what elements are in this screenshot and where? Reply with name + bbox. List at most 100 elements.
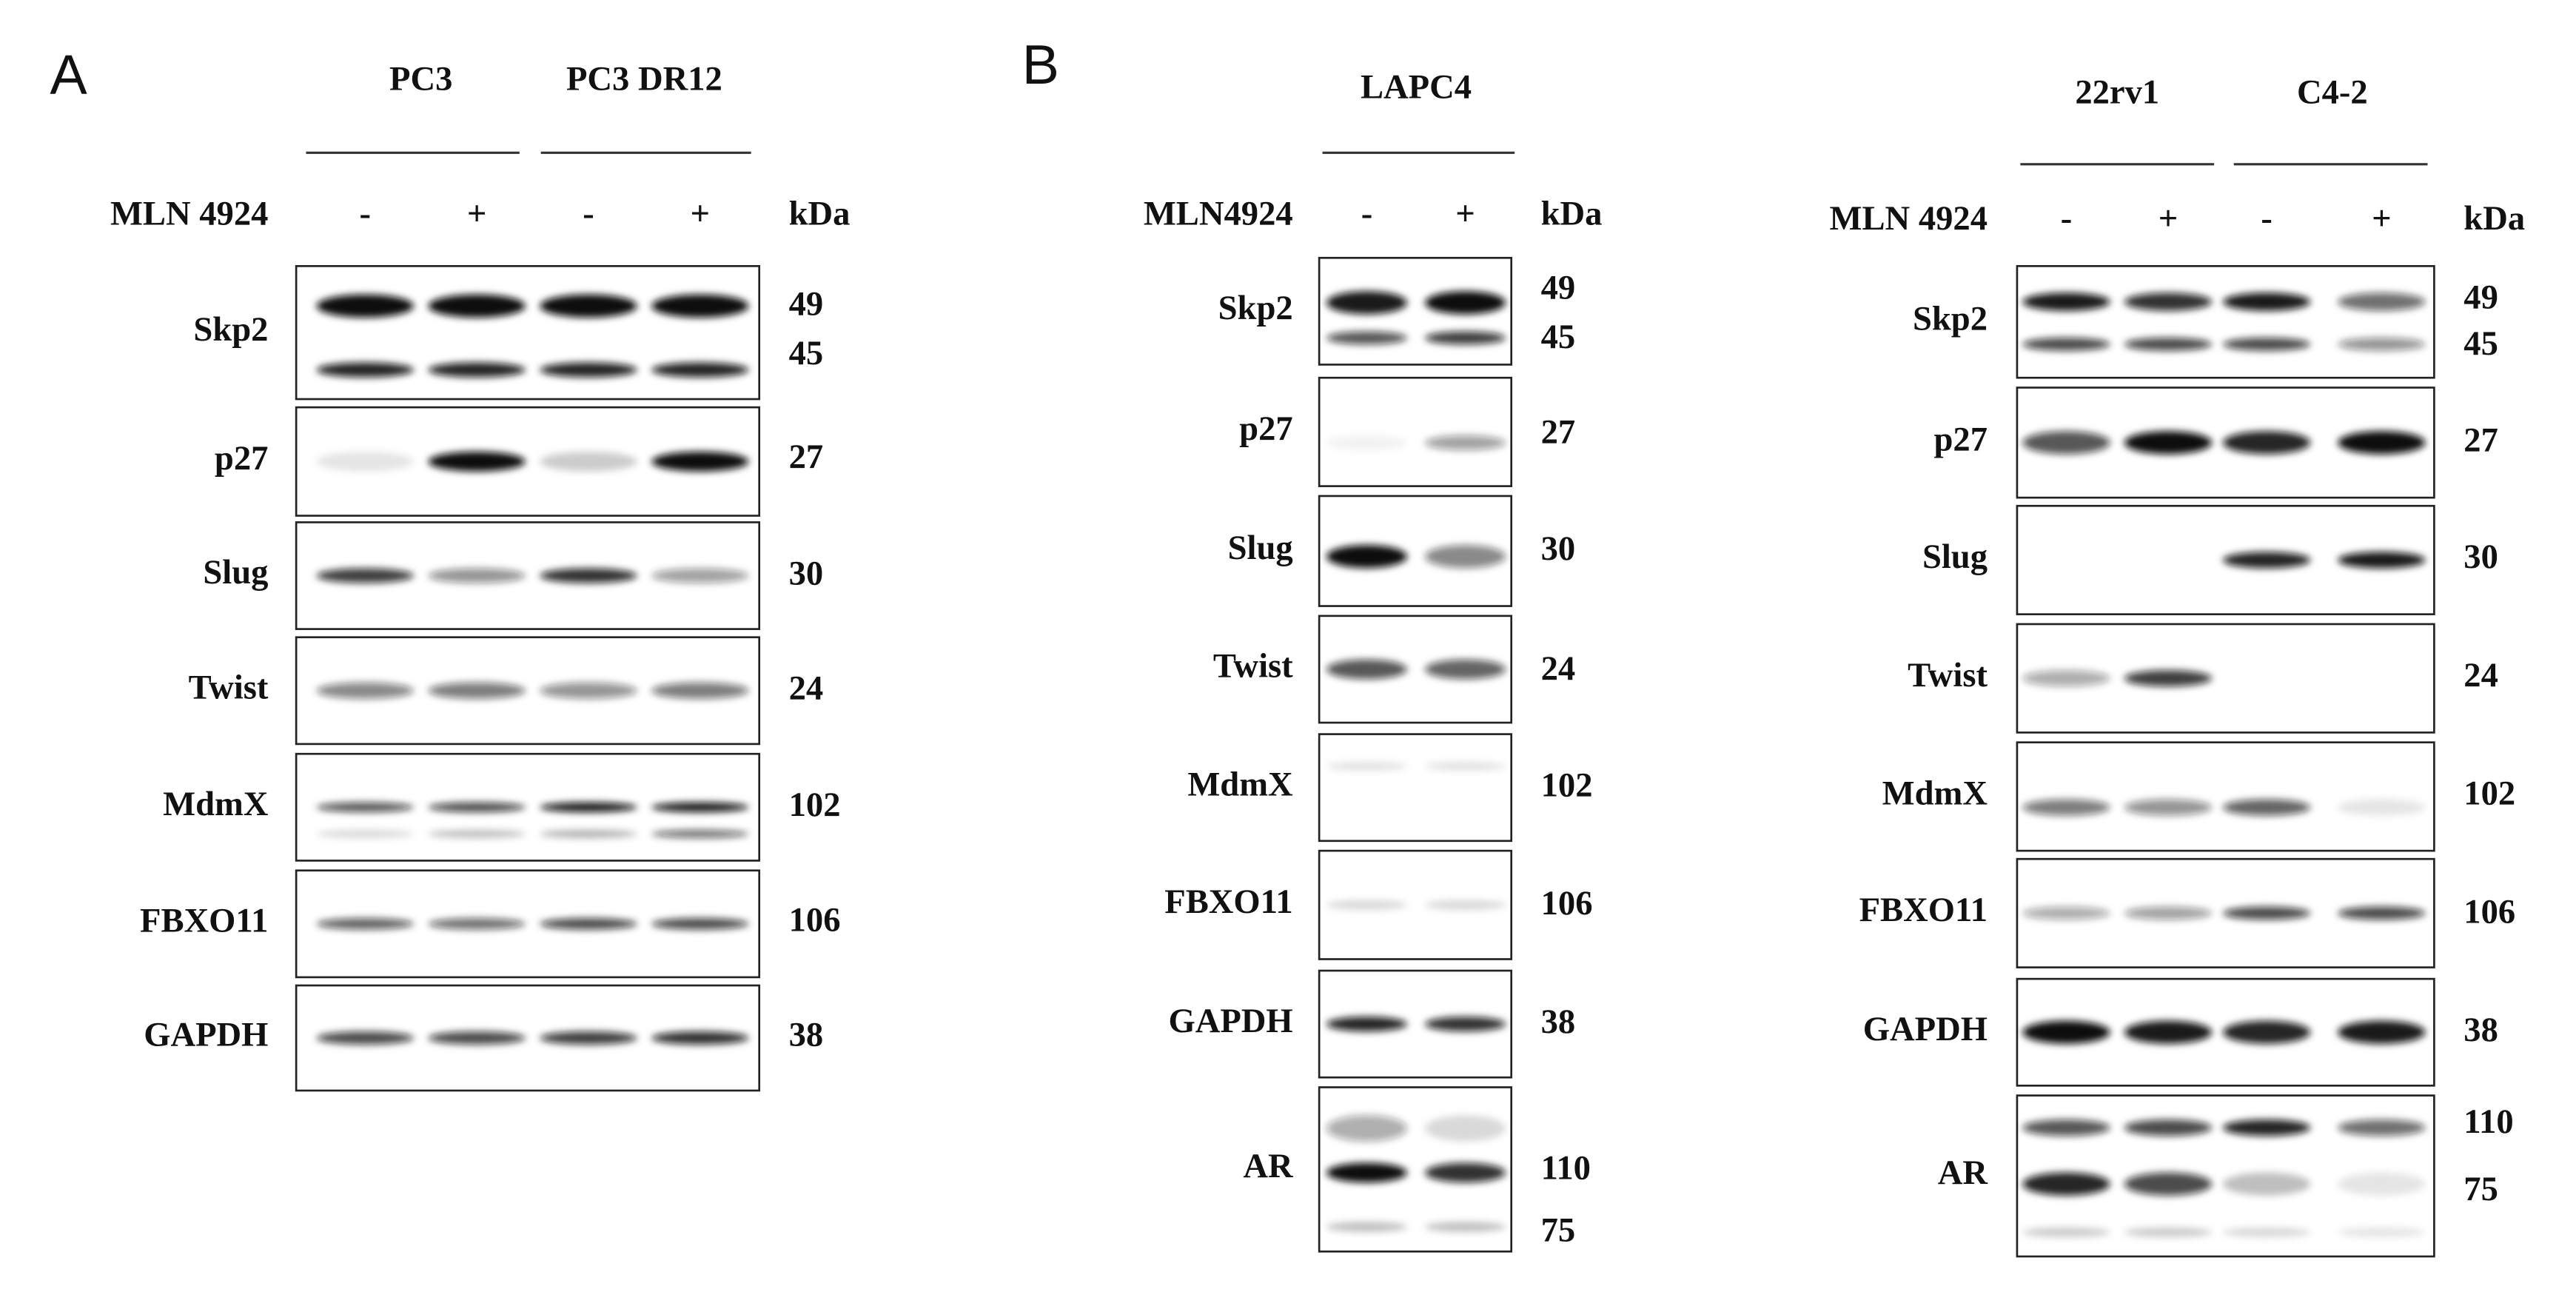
band (1326, 291, 1407, 315)
band (540, 829, 637, 838)
blot-frame (1318, 733, 1513, 843)
band (316, 682, 414, 699)
band (2338, 1172, 2426, 1196)
band (651, 294, 749, 318)
band (1326, 900, 1407, 910)
protein-label: p27 (1934, 421, 1988, 459)
kda-label: 38 (789, 1016, 824, 1054)
band (540, 362, 637, 378)
band (2338, 1119, 2426, 1136)
band (2124, 338, 2213, 351)
band (2022, 1227, 2110, 1238)
band (651, 829, 749, 838)
protein-label: MdmX (1882, 774, 1988, 813)
band (2222, 799, 2311, 816)
band (2124, 799, 2213, 816)
band (2222, 552, 2311, 569)
treatment-sign: + (2159, 199, 2178, 238)
band (316, 362, 414, 378)
blot-frame (2016, 741, 2435, 852)
kda-label: 30 (1541, 529, 1576, 568)
kda-label: 49 (2463, 278, 2498, 317)
kda-label: 110 (2463, 1102, 2513, 1141)
band (1326, 1162, 1407, 1183)
band (316, 1031, 414, 1045)
band (428, 829, 526, 838)
protein-label: GAPDH (1863, 1010, 1988, 1048)
kda-label: 38 (1541, 1002, 1576, 1041)
treatment-sign: - (1361, 195, 1373, 233)
protein-label: Twist (1213, 647, 1293, 686)
band (1326, 1222, 1407, 1232)
treatment-sign: - (583, 195, 594, 233)
band (1425, 900, 1506, 910)
band (2022, 338, 2110, 351)
band (540, 802, 637, 812)
band (2222, 1172, 2311, 1196)
band (1326, 1017, 1407, 1032)
band (540, 1031, 637, 1045)
band (540, 918, 637, 930)
protein-label: Skp2 (1913, 299, 1988, 338)
band (1425, 545, 1506, 569)
band (428, 362, 526, 378)
protein-label: Twist (189, 668, 269, 706)
band (2022, 799, 2110, 816)
band (1425, 659, 1506, 680)
band (2222, 431, 2311, 455)
band (2338, 906, 2426, 920)
treatment-sign: - (2261, 199, 2273, 238)
band (2338, 338, 2426, 351)
band (428, 294, 526, 318)
protein-label: p27 (215, 439, 268, 478)
band (1326, 331, 1407, 345)
band (2338, 552, 2426, 569)
band (651, 682, 749, 699)
protein-label: FBXO11 (1164, 883, 1292, 921)
band (1425, 1162, 1506, 1183)
band (316, 918, 414, 930)
band (1326, 762, 1407, 771)
band (540, 682, 637, 699)
panel-b-right: 22rv1 C4-2 MLN 4924 - + - + kDa Skp2 49 45 p27 27 Slu… (1830, 73, 2525, 1258)
kda-label: 106 (1541, 884, 1593, 923)
unit-label: kDa (2463, 199, 2525, 238)
protein-label: Skp2 (193, 310, 268, 349)
protein-label: GAPDH (1168, 1002, 1292, 1040)
band (540, 452, 637, 472)
band (2338, 292, 2426, 311)
kda-label: 24 (2463, 656, 2498, 694)
kda-label: 45 (1541, 318, 1576, 356)
band (2022, 431, 2110, 455)
band (316, 568, 414, 583)
kda-label: 27 (2463, 421, 2498, 460)
kda-label: 102 (1541, 766, 1593, 804)
band (2022, 292, 2110, 311)
band (1326, 545, 1407, 569)
kda-label: 102 (789, 786, 841, 824)
band (2022, 1020, 2110, 1044)
panel-b-left: B LAPC4 MLN4924 - + kDa Skp2 49 45 p27 27 Slug 30 Twi… (1022, 33, 1603, 1253)
treatment-label: MLN 4924 (110, 195, 268, 233)
kda-label: 102 (2463, 774, 2515, 813)
band (2222, 1227, 2311, 1238)
band (2124, 1020, 2213, 1044)
group-label: C4-2 (2297, 73, 2368, 111)
band (1326, 435, 1407, 451)
kda-label: 49 (1541, 268, 1576, 307)
band (2222, 1119, 2311, 1136)
kda-label: 75 (2463, 1170, 2498, 1208)
band (1326, 659, 1407, 680)
kda-label: 110 (1541, 1148, 1591, 1187)
unit-label: kDa (1541, 195, 1603, 233)
band (2022, 1172, 2110, 1196)
kda-label: 27 (1541, 413, 1576, 452)
protein-label: GAPDH (144, 1016, 268, 1054)
kda-label: 75 (1541, 1211, 1576, 1250)
kda-label: 106 (789, 900, 841, 939)
protein-label: Skp2 (1218, 289, 1293, 327)
kda-label: 45 (2463, 324, 2498, 363)
panel-a: A PC3 PC3 DR12 MLN 4924 - + - + kDa Skp2 49 45 p27 27… (50, 43, 850, 1092)
protein-label: FBXO11 (1859, 891, 1988, 929)
